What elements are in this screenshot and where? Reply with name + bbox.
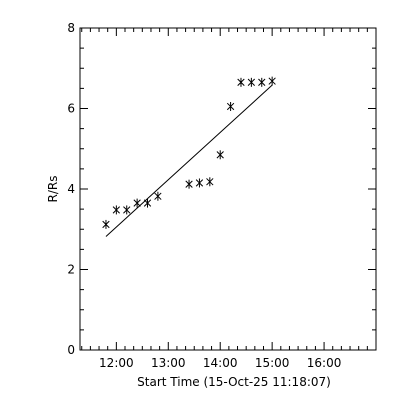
fit-line-group: [105, 84, 273, 237]
data-point: [216, 150, 224, 160]
axis-ticks: 0 2 4 6 8 12:00 13:00 14:00 15:00 16:00: [67, 21, 376, 370]
data-point: [112, 205, 121, 215]
plot-frame: [79, 27, 377, 351]
data-point: [247, 77, 256, 87]
data-point: [143, 198, 152, 208]
x-tick-label: 12:00: [99, 356, 134, 370]
y-tick-label: 0: [67, 343, 75, 357]
data-point: [226, 101, 235, 111]
data-point: [237, 77, 245, 87]
y-tick-label: 8: [67, 21, 75, 35]
data-points: [102, 76, 276, 229]
fit-line: [105, 84, 273, 237]
data-point: [154, 191, 162, 201]
data-point: [133, 198, 141, 208]
x-axis-label: Start Time (15-Oct-25 11:18:07): [137, 375, 331, 389]
y-tick-label: 6: [67, 102, 75, 116]
y-axis-label: R/Rs: [46, 176, 60, 203]
data-point: [102, 219, 110, 229]
y-tick-label: 4: [67, 182, 75, 196]
data-point: [195, 178, 204, 188]
data-point: [268, 76, 276, 86]
data-point: [258, 77, 266, 87]
data-point: [206, 177, 214, 187]
y-tick-label: 2: [67, 263, 75, 277]
data-point: [123, 205, 131, 215]
x-tick-label: 14:00: [203, 356, 238, 370]
x-tick-label: 15:00: [255, 356, 290, 370]
x-tick-label: 16:00: [307, 356, 342, 370]
x-tick-label: 13:00: [151, 356, 186, 370]
data-point: [185, 179, 193, 189]
